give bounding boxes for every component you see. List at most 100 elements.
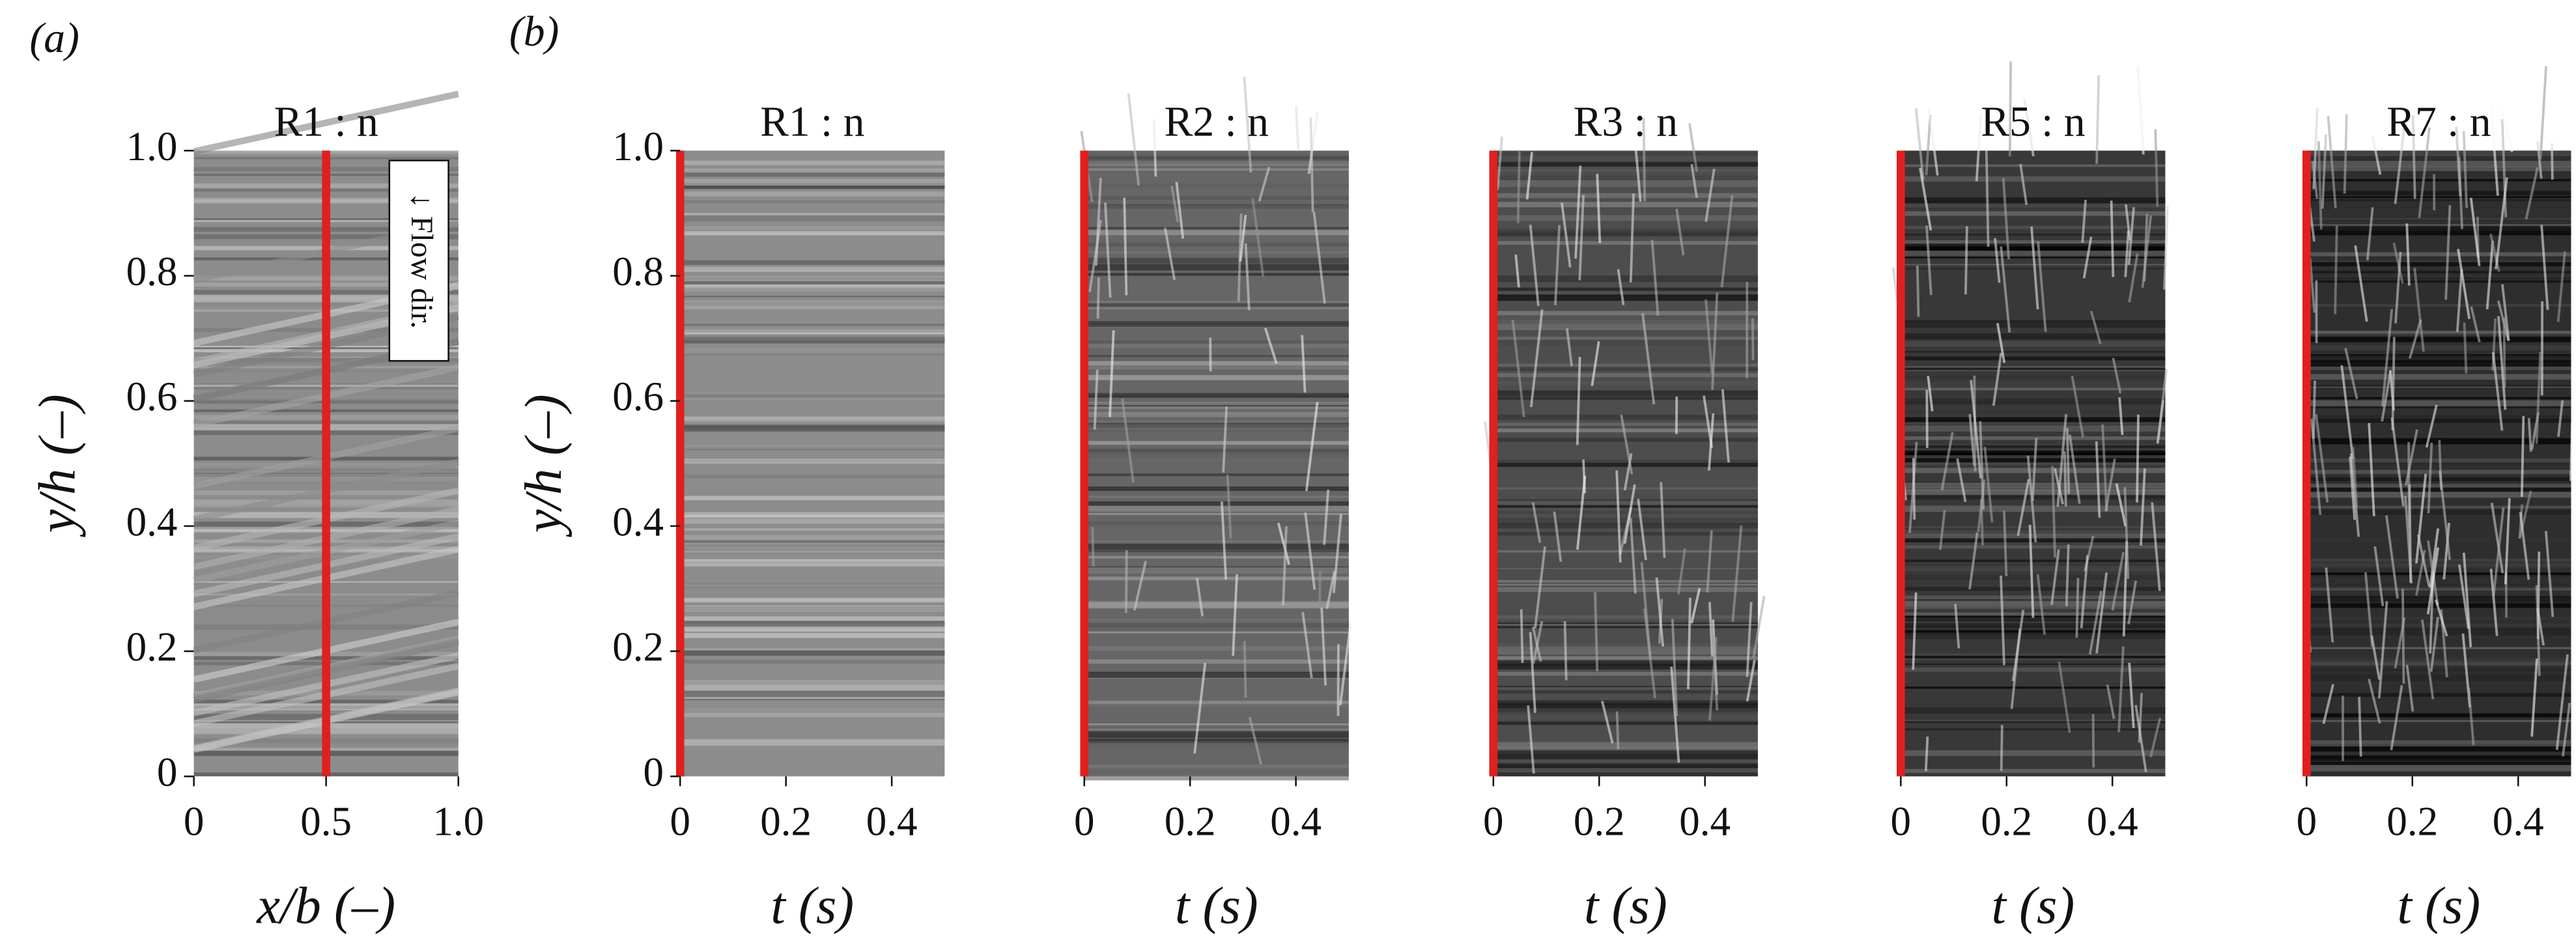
image-texture [1493, 193, 1758, 199]
image-texture [1163, 227, 1176, 280]
image-texture [2306, 386, 2571, 389]
image-texture [1127, 93, 1140, 186]
image-texture [2065, 544, 2070, 607]
x-tick-label: 0.4 [866, 798, 918, 844]
image-texture [1901, 451, 2166, 453]
image-texture [2556, 251, 2566, 322]
image-texture [2527, 417, 2532, 452]
image-texture [1084, 723, 1349, 725]
x-tick-label: 0.2 [2386, 798, 2438, 844]
image-texture [2306, 366, 2571, 370]
image-texture [1084, 204, 1349, 209]
image-texture [680, 547, 945, 552]
image-texture [2492, 507, 2505, 597]
image-texture [1707, 413, 1715, 471]
image-texture [2306, 175, 2571, 180]
image-texture [680, 540, 945, 543]
image-panel [680, 150, 945, 777]
image-texture [1655, 577, 1665, 647]
image-texture [1623, 484, 1636, 544]
image-texture [2306, 217, 2571, 220]
image-texture [1901, 382, 2166, 389]
image-texture [1195, 578, 1204, 617]
image-texture [1493, 522, 1758, 529]
image-texture [2544, 531, 2555, 617]
image-texture [680, 626, 945, 632]
image-texture [2104, 458, 2116, 512]
image-texture [2306, 260, 2571, 264]
image-texture [2306, 279, 2571, 281]
image-texture [2306, 303, 2571, 307]
image-texture [1901, 367, 2166, 370]
image-texture [2136, 414, 2140, 503]
image-texture [1901, 351, 2166, 353]
image-texture [1643, 608, 1656, 699]
image-panel [1484, 118, 1766, 777]
image-texture [1901, 176, 2166, 182]
x-tick-label: 0.5 [300, 798, 352, 844]
image-texture [2405, 223, 2411, 286]
image-texture [2306, 660, 2571, 667]
image-texture [1901, 674, 2166, 677]
image-texture [1576, 475, 1587, 550]
image-texture [1746, 660, 1756, 702]
image-texture [680, 296, 945, 298]
image-texture [2140, 468, 2146, 546]
image-texture [680, 260, 945, 265]
image-texture [2327, 116, 2337, 208]
image-texture [1493, 320, 1758, 325]
image-texture [1690, 587, 1701, 624]
image-texture [2418, 127, 2431, 219]
image-texture [1706, 530, 1713, 593]
image-texture [2467, 687, 2475, 746]
image-texture [1493, 503, 1758, 508]
image-texture [680, 616, 945, 621]
marker-line [322, 150, 330, 777]
image-texture [1084, 361, 1349, 366]
image-texture [1901, 463, 2166, 465]
image-texture [2381, 309, 2394, 407]
image-texture [1332, 514, 1342, 593]
image-texture [1084, 273, 1349, 276]
annotation: ↓ Flow dir. [404, 193, 439, 329]
image-texture [2306, 209, 2571, 215]
image-texture [2439, 471, 2452, 560]
image-texture [680, 394, 945, 398]
image-texture [2000, 576, 2005, 665]
image-texture [2519, 511, 2530, 580]
image-texture [2111, 552, 2125, 611]
image-texture [2017, 479, 2030, 537]
image-texture [1901, 768, 2166, 774]
image-texture [1746, 602, 1753, 677]
panel-title: R1 : n [274, 99, 378, 146]
image-texture [1096, 277, 1100, 319]
x-tick-label: 0.4 [2087, 798, 2138, 844]
image-texture [2128, 662, 2135, 729]
image-texture [2306, 630, 2571, 636]
image-texture [680, 329, 945, 333]
image-texture [2569, 402, 2574, 481]
image-texture [1912, 592, 1918, 670]
panel-title: R5 : n [1981, 99, 2085, 146]
image-texture [1338, 624, 1352, 706]
image-texture [2118, 397, 2124, 436]
image-texture [2463, 322, 2468, 374]
image-texture [1956, 458, 1967, 503]
image-texture [2095, 441, 2101, 518]
image-texture [1591, 341, 1600, 386]
image-texture [1084, 342, 1349, 348]
image-texture [2377, 601, 2388, 699]
image-texture [1940, 432, 1954, 491]
image-texture [1091, 527, 1095, 567]
image-texture [1901, 538, 2166, 542]
x-tick-label: 0.2 [1574, 798, 1625, 844]
image-texture [680, 680, 945, 684]
image-texture [1493, 501, 1758, 506]
image-texture [1553, 511, 1563, 563]
image-texture [1493, 396, 1758, 400]
image-texture [1294, 105, 1300, 151]
image-texture [1629, 517, 1637, 594]
image-texture [1901, 545, 2166, 549]
image-texture [1594, 592, 1599, 671]
image-texture [1705, 169, 1716, 222]
